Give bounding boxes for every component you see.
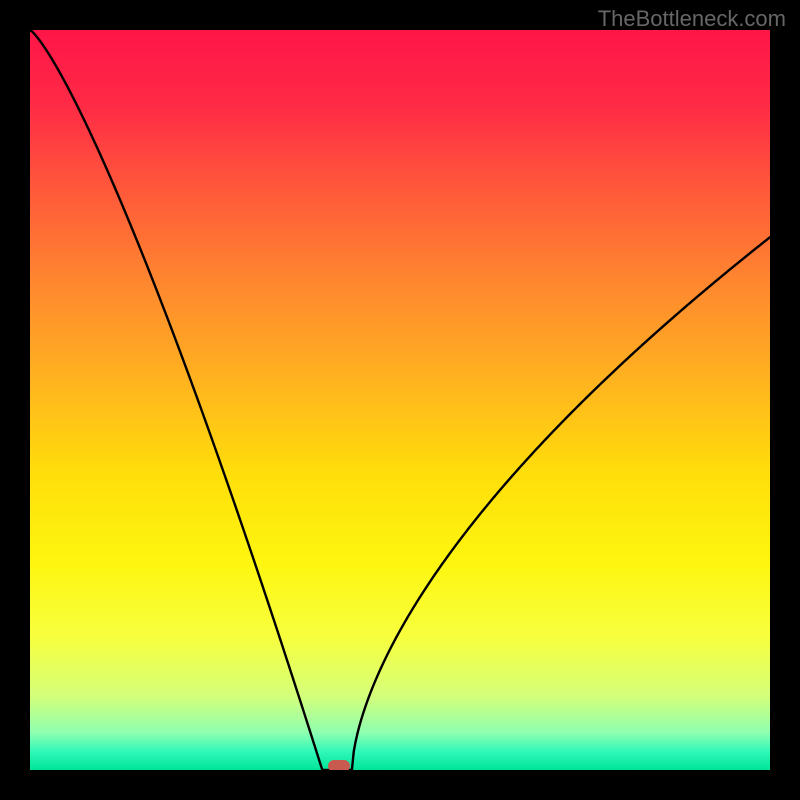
optimal-marker-pill xyxy=(328,760,350,770)
optimal-marker xyxy=(328,760,350,770)
watermark-text: TheBottleneck.com xyxy=(598,6,786,32)
curve-path xyxy=(30,30,770,770)
bottleneck-curve xyxy=(30,30,770,770)
plot-area xyxy=(30,30,770,770)
